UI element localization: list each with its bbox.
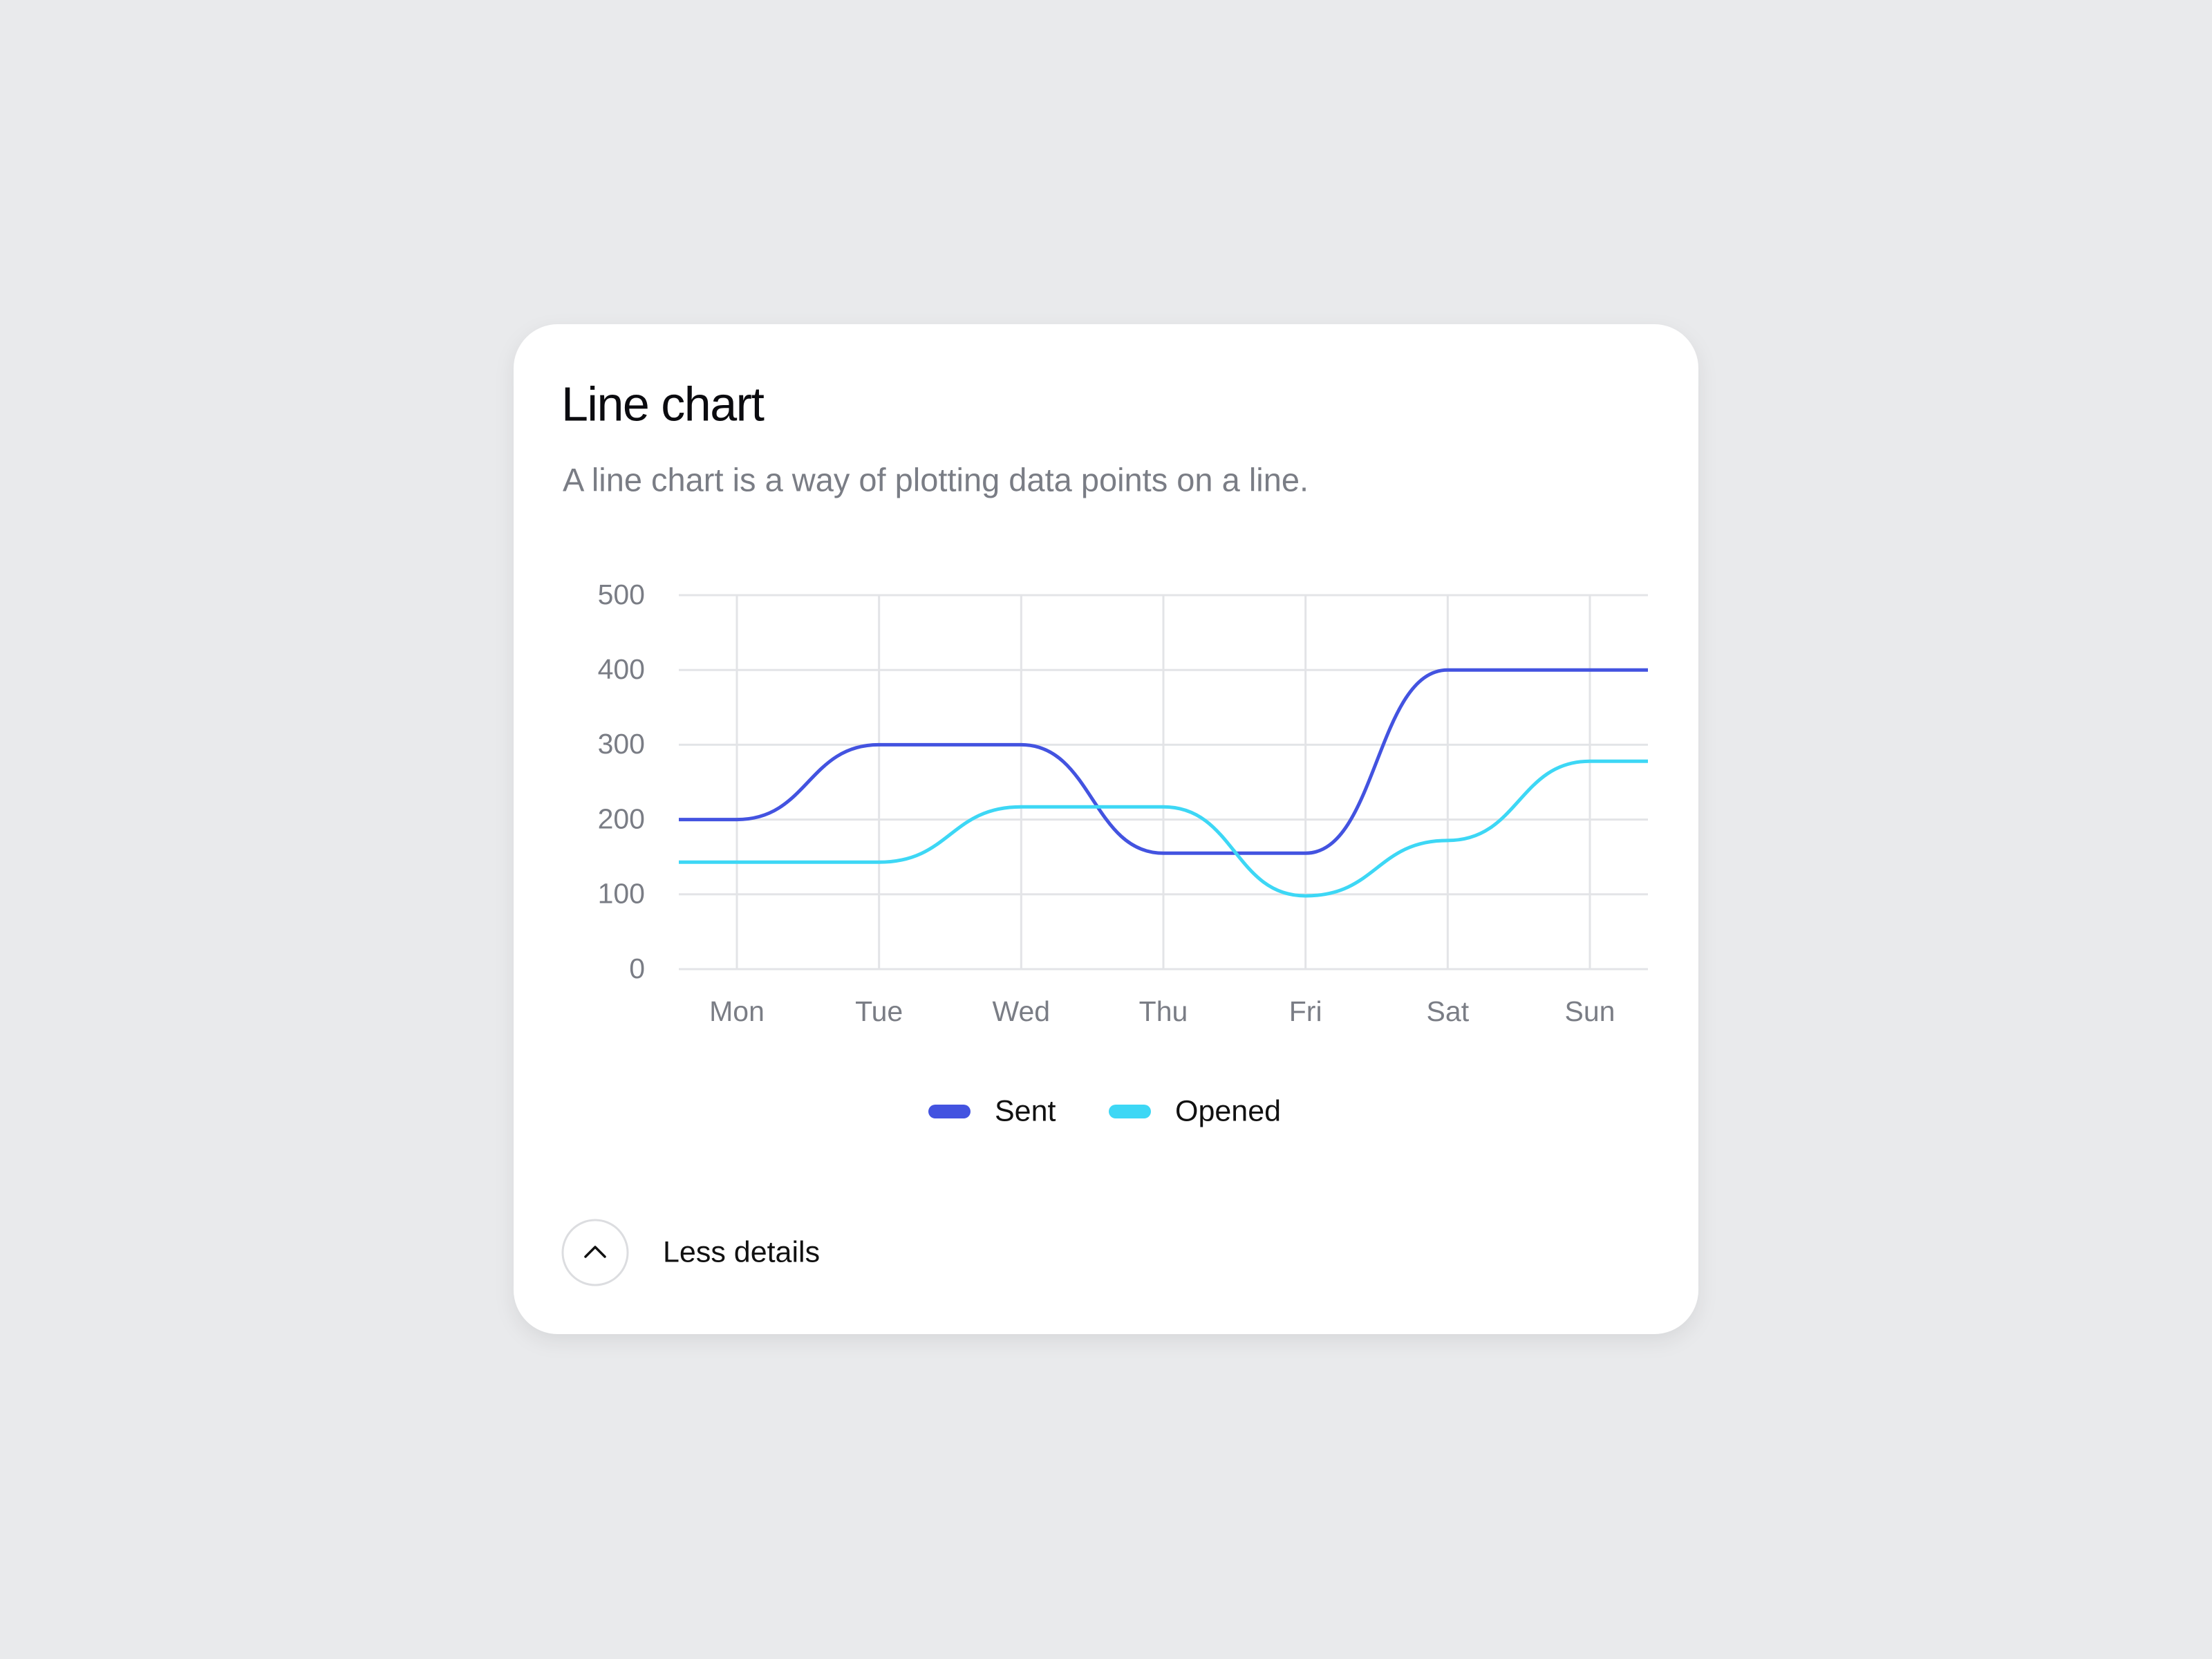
legend-swatch [928,1105,971,1118]
y-tick-label: 500 [598,579,645,610]
toggle-label[interactable]: Less details [663,1235,820,1268]
x-tick-label: Tue [855,995,903,1027]
y-tick-label: 100 [598,878,645,910]
series-line [736,668,1590,855]
x-tick-label: Sun [1565,995,1615,1027]
chart-subtitle: A line chart is a way of plotting data p… [563,461,1309,498]
y-tick-label: 300 [598,728,645,760]
toggle-circle[interactable] [561,1219,629,1286]
legend-swatch [1109,1105,1151,1118]
x-tick-label: Sat [1427,995,1470,1027]
x-tick-label: Thu [1139,995,1188,1027]
x-tick-label: Fri [1289,995,1322,1027]
card [514,324,1698,1334]
y-tick-label: 400 [598,653,645,685]
x-tick-label: Mon [709,995,765,1027]
legend-label: Opened [1175,1094,1281,1127]
chevron-icon[interactable] [584,1246,606,1258]
legend-label: Sent [995,1094,1056,1127]
chart-title: Line chart [561,377,764,431]
x-tick-label: Wed [993,995,1051,1027]
y-tick-label: 0 [629,953,645,984]
series-line [736,759,1591,898]
y-tick-label: 200 [598,803,645,834]
toggle-button[interactable]: Less details [561,1219,820,1286]
